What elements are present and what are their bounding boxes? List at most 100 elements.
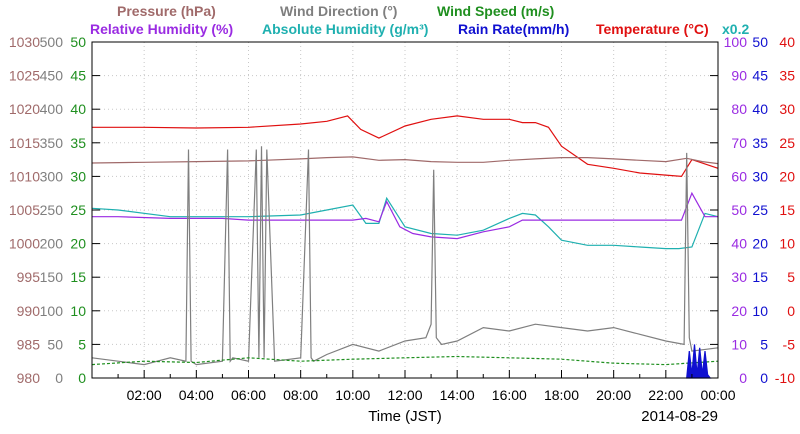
wind-speed-tick-3: 35 <box>70 135 86 151</box>
title_row1-item-2: Wind Speed (m/s) <box>437 3 554 19</box>
rain-tick-3: 35 <box>752 135 768 151</box>
wind-speed-tick-6: 20 <box>70 236 86 252</box>
humidity-tick-1: 90 <box>731 68 747 84</box>
series-layer <box>91 115 719 379</box>
pressure-tick-8: 990 <box>17 303 41 319</box>
rain-tick-1: 45 <box>752 68 768 84</box>
title_row1-item-0: Pressure (hPa) <box>117 3 216 19</box>
rain-tick-8: 10 <box>752 303 768 319</box>
humidity-tick-3: 70 <box>731 135 747 151</box>
wind-speed-tick-2: 40 <box>70 101 86 117</box>
rain-tick-4: 30 <box>752 168 768 184</box>
humidity-tick-4: 60 <box>731 168 747 184</box>
wind-direction-tick-8: 100 <box>40 303 64 319</box>
x-axis: 02:00 04:00 06:00 08:00 10:00 12:00 14:00 16:00… <box>117 370 736 403</box>
title_row2-item-2: Rain Rate(mm/h) <box>458 21 569 37</box>
title_row2-item-1: Absolute Humidity (g/m³) <box>262 21 428 37</box>
wind-speed-tick-8: 10 <box>70 303 86 319</box>
wind-direction-tick-1: 450 <box>40 68 64 84</box>
humidity-tick-8: 20 <box>731 303 747 319</box>
wind-direction-tick-10: 0 <box>55 370 63 386</box>
pressure-tick-3: 1015 <box>9 135 40 151</box>
x-tick-9: 20:00 <box>596 387 631 403</box>
x-tick-2: 06:00 <box>231 387 266 403</box>
temperature-tick-7: 5 <box>787 269 795 285</box>
wind-speed-tick-0: 50 <box>70 34 86 50</box>
temperature-tick-4: 20 <box>779 168 795 184</box>
wind-direction-tick-9: 50 <box>47 336 63 352</box>
rain-tick-0: 50 <box>752 34 768 50</box>
pressure-tick-1: 1025 <box>9 68 40 84</box>
x-tick-0: 02:00 <box>127 387 162 403</box>
series-pressure-hpa <box>91 156 719 165</box>
title_row2-item-0: Relative Humidity (%) <box>90 21 233 37</box>
x-tick-5: 12:00 <box>387 387 422 403</box>
series-rain-rate-mm-h <box>686 344 712 379</box>
x-tick-8: 18:00 <box>544 387 579 403</box>
right-axes: 1009080706050403020100504540353025201510… <box>710 34 795 386</box>
rain-tick-5: 25 <box>752 202 768 218</box>
rain-tick-2: 40 <box>752 101 768 117</box>
pressure-tick-10: 980 <box>17 370 41 386</box>
rain-tick-9: 5 <box>760 336 768 352</box>
x-tick-4: 10:00 <box>335 387 370 403</box>
temperature-tick-6: 10 <box>779 236 795 252</box>
x-tick-10: 22:00 <box>648 387 683 403</box>
temperature-tick-8: 0 <box>787 303 795 319</box>
wind-direction-tick-5: 250 <box>40 202 64 218</box>
scale-note: x0.2 <box>722 21 749 37</box>
wind-speed-tick-4: 30 <box>70 168 86 184</box>
humidity-tick-10: 0 <box>739 370 747 386</box>
rain-tick-7: 15 <box>752 269 768 285</box>
x-axis-label: Time (JST) <box>368 408 442 425</box>
x-tick-3: 08:00 <box>283 387 318 403</box>
title-row-2: Relative Humidity (%) Absolute Humidity (… <box>90 21 749 37</box>
series-wind-direction <box>91 146 719 366</box>
temperature-tick-9: -5 <box>783 336 796 352</box>
humidity-tick-5: 50 <box>731 202 747 218</box>
wind-speed-tick-10: 0 <box>78 370 86 386</box>
temperature-tick-1: 35 <box>779 68 795 84</box>
humidity-tick-6: 40 <box>731 236 747 252</box>
pressure-tick-5: 1005 <box>9 202 40 218</box>
wind-speed-tick-9: 5 <box>78 336 86 352</box>
wind-speed-tick-7: 15 <box>70 269 86 285</box>
series-temperature-c <box>92 115 719 178</box>
left-axes: 1030102510201015101010051000995990985980… <box>9 34 100 386</box>
pressure-tick-4: 1010 <box>9 168 40 184</box>
title-row-1: Pressure (hPa) Wind Direction (°) Wind Spe… <box>117 3 554 19</box>
wind-direction-tick-3: 350 <box>40 135 64 151</box>
wind-direction-tick-4: 300 <box>40 168 64 184</box>
pressure-tick-2: 1020 <box>9 101 40 117</box>
humidity-tick-7: 30 <box>731 269 747 285</box>
grid <box>92 42 718 378</box>
pressure-tick-9: 985 <box>17 336 41 352</box>
temperature-tick-3: 25 <box>779 135 795 151</box>
pressure-tick-6: 1000 <box>9 236 40 252</box>
rain-tick-10: 0 <box>760 370 768 386</box>
humidity-tick-2: 80 <box>731 101 747 117</box>
x-tick-11: 00:00 <box>700 387 735 403</box>
x-tick-1: 04:00 <box>179 387 214 403</box>
date-label: 2014-08-29 <box>641 408 718 425</box>
humidity-tick-9: 10 <box>731 336 747 352</box>
temperature-tick-10: -10 <box>775 370 795 386</box>
title_row1-item-1: Wind Direction (°) <box>280 3 397 19</box>
wind-direction-tick-0: 500 <box>40 34 64 50</box>
wind-speed-tick-1: 45 <box>70 68 86 84</box>
title_row2-item-3: Temperature (°C) <box>596 21 709 37</box>
rain-tick-6: 20 <box>752 236 768 252</box>
temperature-tick-5: 15 <box>779 202 795 218</box>
wind-direction-tick-2: 400 <box>40 101 64 117</box>
x-tick-6: 14:00 <box>440 387 475 403</box>
wind-direction-tick-6: 200 <box>40 236 64 252</box>
wind-speed-tick-5: 25 <box>70 202 86 218</box>
series-wind-speed-m-s <box>91 355 719 366</box>
pressure-tick-7: 995 <box>17 269 41 285</box>
series-relative-humidity <box>92 191 718 240</box>
x-tick-7: 16:00 <box>492 387 527 403</box>
temperature-tick-0: 40 <box>779 34 795 50</box>
series-absolute-humidity-g-m <box>91 196 719 250</box>
pressure-tick-0: 1030 <box>9 34 40 50</box>
